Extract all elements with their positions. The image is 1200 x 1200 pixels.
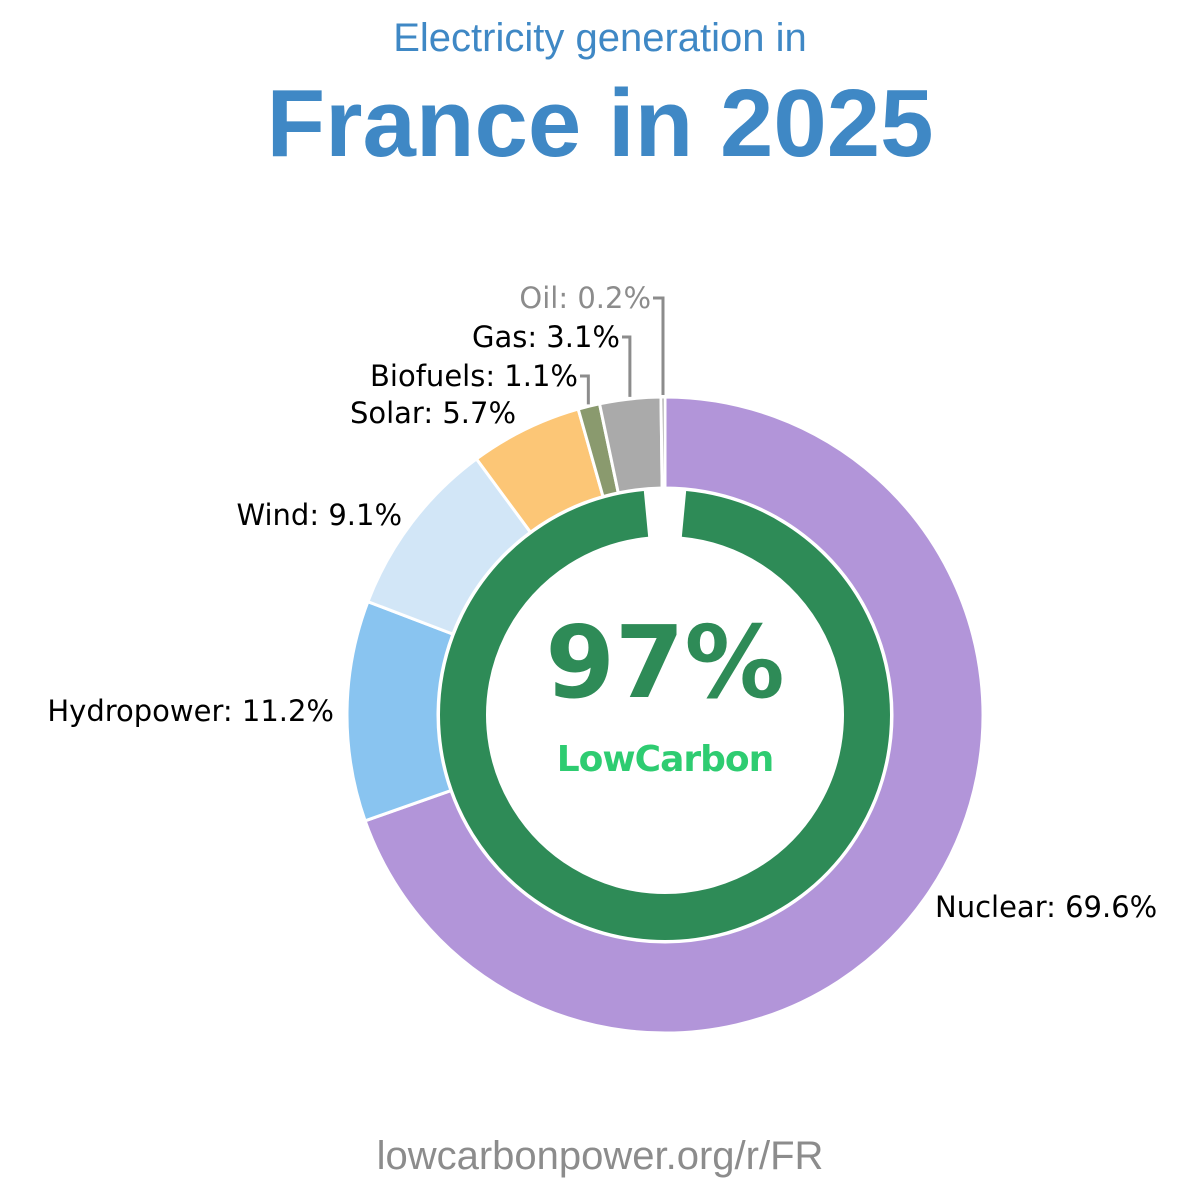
label-leader-lines xyxy=(580,296,665,405)
inner-ring xyxy=(440,491,890,940)
low-carbon-percentage: 97% xyxy=(545,604,784,721)
source-url: lowcarbonpower.org/r/FR xyxy=(376,1134,824,1178)
lowcarbon-logo-text: LowCarbon xyxy=(557,739,774,780)
slice-oil xyxy=(659,395,667,490)
low-carbon-ring xyxy=(440,491,890,940)
label-nuclear: Nuclear: 69.6% xyxy=(935,890,1157,924)
leader-oil xyxy=(653,296,665,396)
slice-hydropower xyxy=(345,599,455,823)
label-wind: Wind: 9.1% xyxy=(236,498,402,532)
label-oil: Oil: 0.2% xyxy=(519,281,651,315)
label-biofuels: Biofuels: 1.1% xyxy=(370,359,578,393)
label-solar: Solar: 5.7% xyxy=(350,396,516,430)
chart-subtitle: Electricity generation in xyxy=(393,16,807,60)
label-hydropower: Hydropower: 11.2% xyxy=(47,694,334,728)
leader-biofuels xyxy=(580,374,590,405)
slice-labels: Nuclear: 69.6% Hydropower: 11.2% Wind: 9.1… xyxy=(47,281,1157,924)
outer-ring xyxy=(345,395,985,1035)
chart-title: France in 2025 xyxy=(266,70,934,177)
slice-nuclear xyxy=(363,395,985,1035)
label-gas: Gas: 3.1% xyxy=(472,320,620,354)
leader-gas xyxy=(622,335,632,397)
